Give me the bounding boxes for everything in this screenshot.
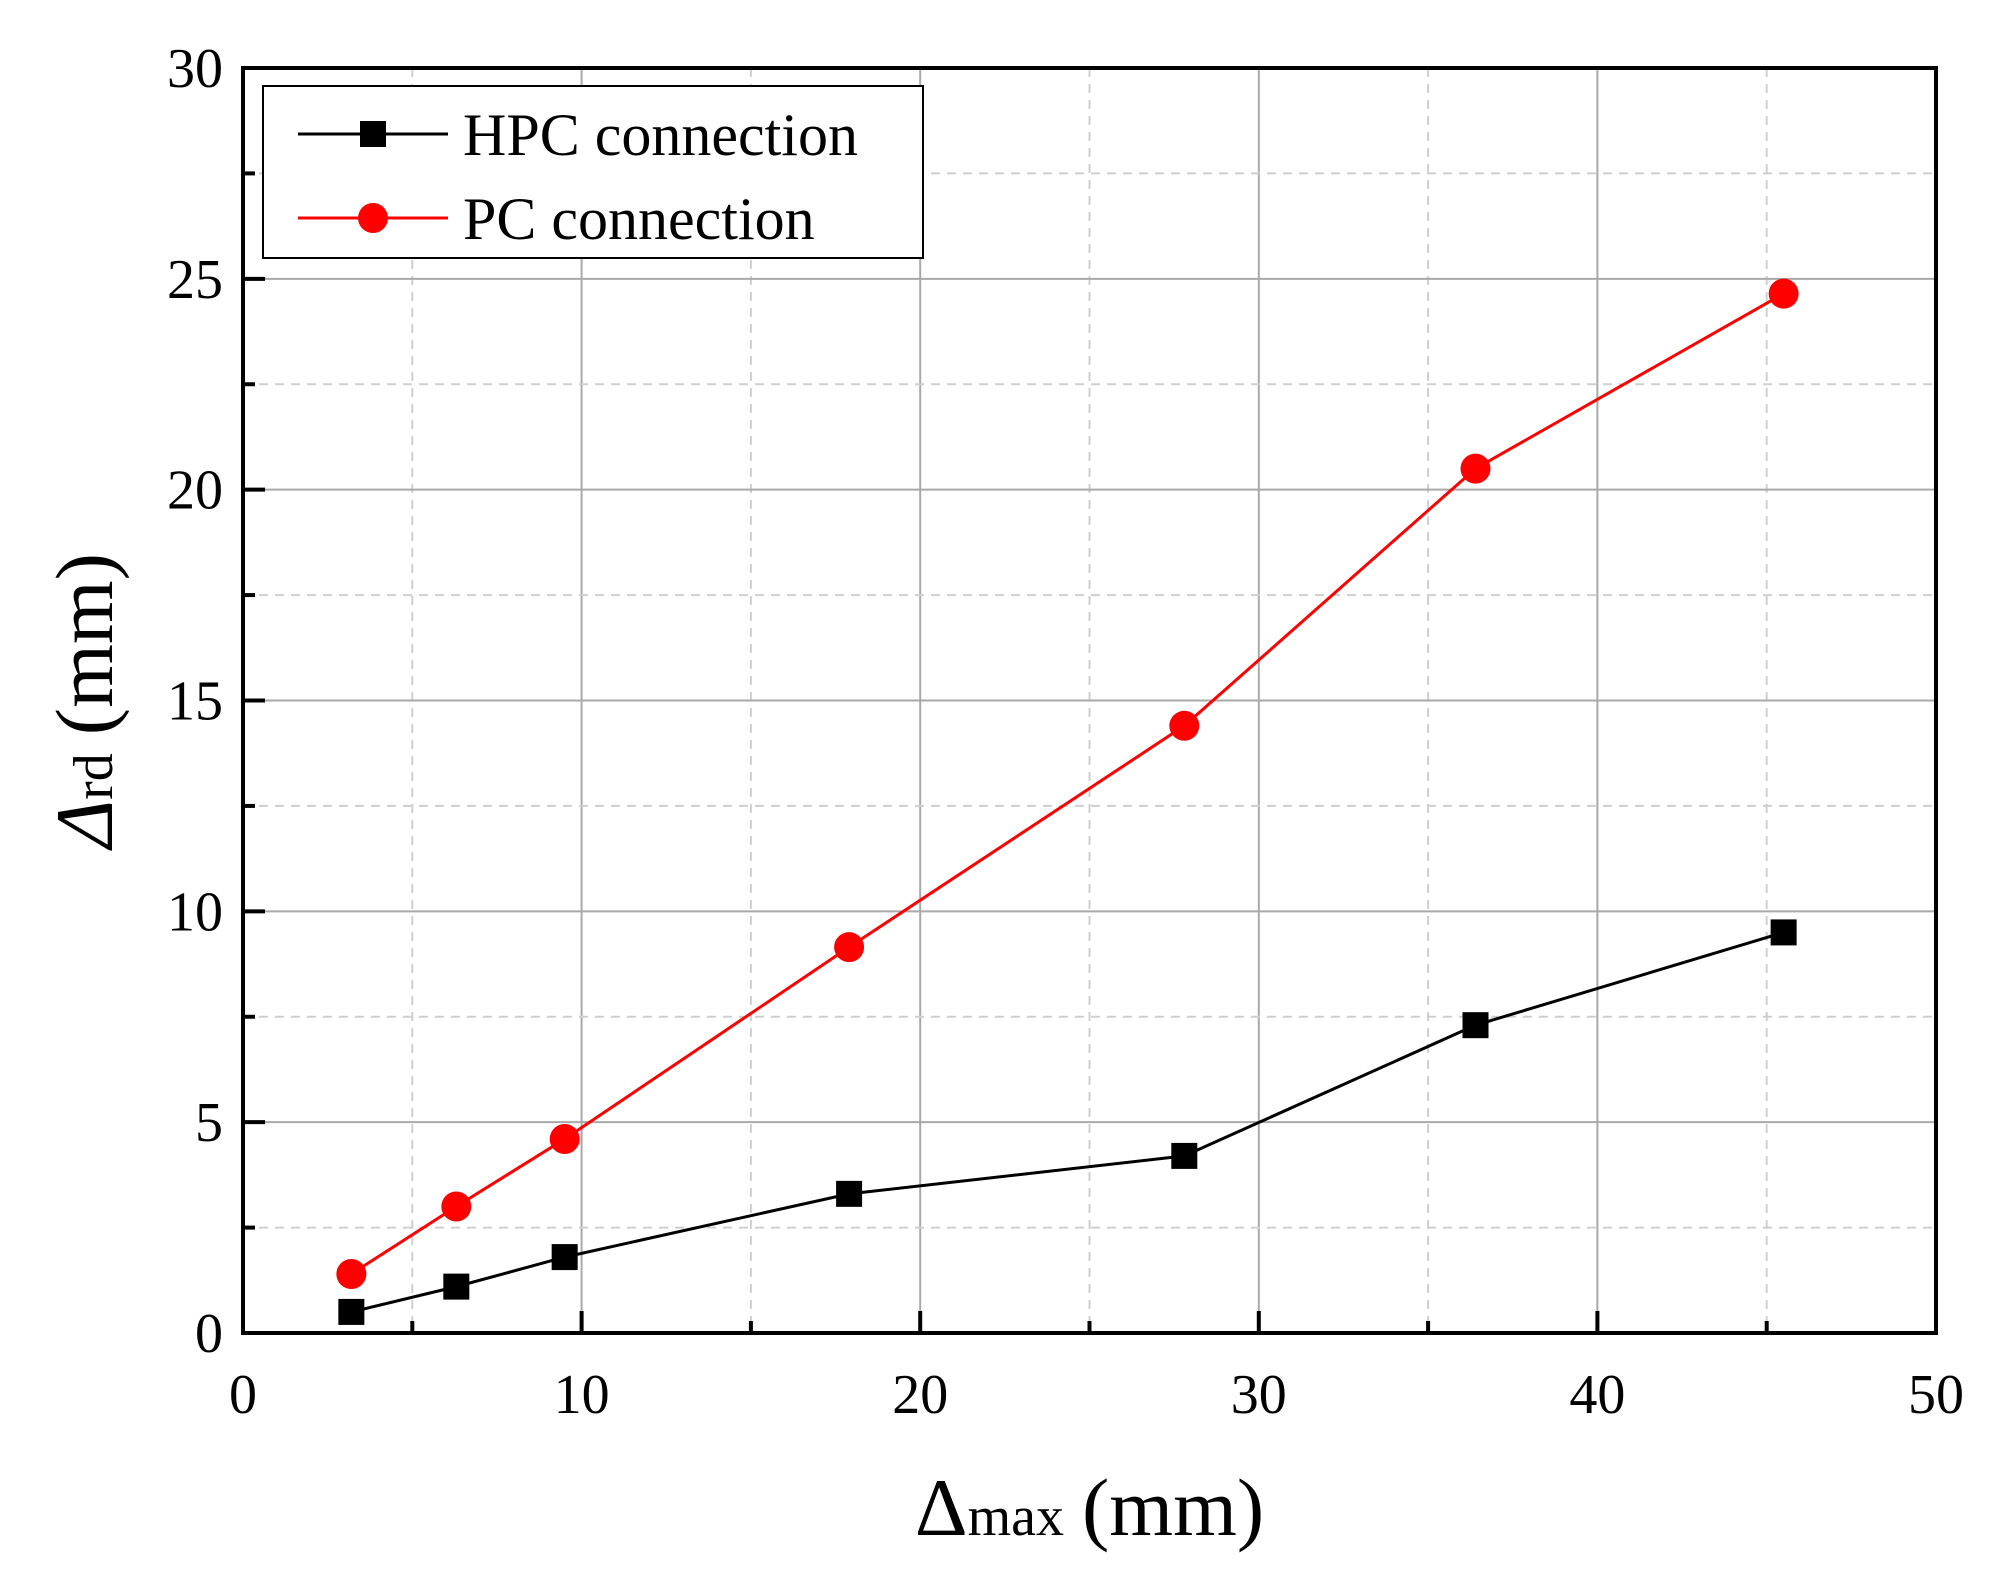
- x-tick-label: 50: [1908, 1364, 1964, 1426]
- x-tick-label: 40: [1569, 1364, 1625, 1426]
- legend: HPC connection PC connection: [262, 85, 924, 259]
- x-axis-subscript: max: [968, 1486, 1064, 1548]
- data-point-square: [338, 1298, 365, 1325]
- legend-label-hpc: HPC connection: [463, 102, 858, 168]
- data-point-circle: [441, 1191, 472, 1222]
- data-point-square: [1462, 1012, 1489, 1039]
- y-tick-label: 20: [167, 460, 223, 522]
- axis-tick-labels: 0 10 20 30 40 50 0 5 10 15 20 25 30: [167, 38, 1964, 1426]
- x-tick-label: 10: [554, 1364, 610, 1426]
- y-tick-label: 10: [167, 881, 223, 943]
- x-axis-symbol: Δ: [915, 1462, 968, 1553]
- data-point-square: [1770, 919, 1797, 946]
- y-tick-label: 0: [195, 1303, 223, 1365]
- x-tick-label: 0: [229, 1364, 257, 1426]
- data-point-square: [443, 1273, 470, 1300]
- x-axis-title: Δmax (mm): [915, 1462, 1264, 1553]
- y-tick-label: 15: [167, 671, 223, 733]
- data-point-circle: [1169, 710, 1200, 741]
- y-tick-label: 30: [167, 38, 223, 100]
- series-hpc: [338, 919, 1797, 1325]
- data-point-circle: [549, 1124, 580, 1155]
- data-point-square: [1171, 1142, 1198, 1169]
- data-point-circle: [336, 1258, 367, 1289]
- legend-marker-pc: [358, 203, 388, 233]
- grid: [243, 68, 1936, 1333]
- data-series: [336, 278, 1799, 1325]
- legend-marker-hpc: [360, 121, 386, 147]
- x-tick-label: 30: [1231, 1364, 1287, 1426]
- data-point-square: [551, 1244, 578, 1271]
- y-tick-label: 5: [195, 1092, 223, 1154]
- axis-ticks: [241, 66, 1938, 1335]
- x-tick-label: 20: [892, 1364, 948, 1426]
- data-point-circle: [1768, 278, 1799, 309]
- y-axis-symbol: Δ: [39, 800, 130, 851]
- y-axis-title: Δrd (mm): [39, 553, 130, 851]
- y-axis-unit: (mm): [39, 553, 130, 735]
- y-axis-subscript: rd: [63, 753, 125, 800]
- legend-label-pc: PC connection: [463, 186, 815, 252]
- series-pc: [336, 278, 1799, 1289]
- data-point-square: [836, 1180, 863, 1207]
- x-axis-unit: (mm): [1082, 1462, 1264, 1553]
- data-point-circle: [1460, 453, 1491, 484]
- y-tick-label: 25: [167, 249, 223, 311]
- data-point-circle: [834, 932, 865, 963]
